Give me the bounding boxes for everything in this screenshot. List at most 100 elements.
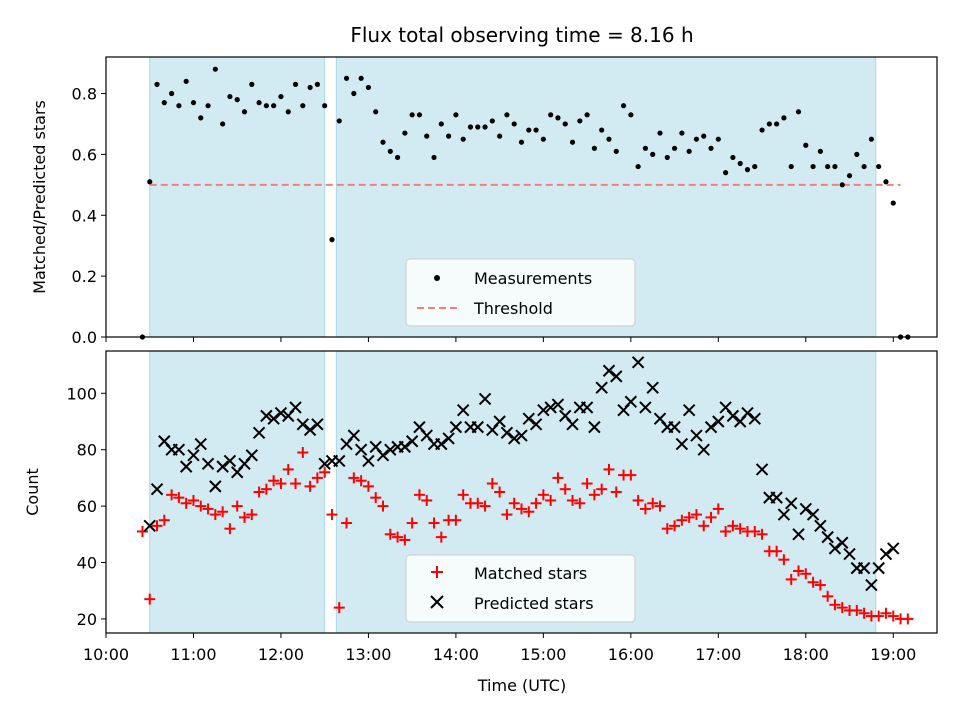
measurement-point [241, 109, 248, 115]
measurement-point [373, 109, 379, 115]
matched-star-point [421, 494, 433, 506]
matched-star-point [239, 511, 250, 523]
predicted-star-point [843, 547, 856, 561]
measurement-point [861, 163, 867, 170]
predicted-star-point [697, 443, 710, 456]
measurement-point [446, 133, 452, 139]
measurement-point [868, 136, 874, 142]
measurement-point [263, 103, 269, 109]
predicted-star-point [384, 443, 397, 456]
measurement-point [394, 154, 401, 161]
predicted-star-point [806, 508, 820, 521]
matched-star-point [399, 534, 411, 546]
matched-star-point [647, 497, 659, 509]
predicted-star-point [311, 418, 324, 431]
predicted-star-point [544, 401, 557, 414]
top-y-ticks: 0.0 0.2 0.4 0.6 0.8 [72, 85, 106, 347]
measurement-point [817, 148, 823, 154]
matched-star-point [187, 494, 199, 506]
matched-star-point [370, 492, 382, 504]
measurement-point [737, 160, 743, 167]
predicted-star-point [398, 440, 412, 454]
predicted-star-point [748, 412, 761, 425]
predicted-star-point [529, 418, 543, 431]
predicted-star-point [741, 406, 754, 420]
matched-star-point [851, 604, 863, 616]
predicted-star-point [223, 454, 237, 468]
matched-star-point [574, 497, 586, 509]
measurement-point [234, 97, 240, 103]
predicted-star-point [172, 443, 186, 456]
matched-star-point [793, 565, 804, 577]
predicted-star-point [646, 381, 659, 394]
matched-star-point [712, 503, 724, 515]
bottom-x-tick-label: 11:00 [170, 645, 216, 664]
predicted-star-point [682, 404, 696, 417]
matched-stars-points [136, 447, 914, 625]
matched-star-point [654, 500, 666, 512]
predicted-star-point [675, 437, 689, 451]
matched-star-point [472, 497, 484, 509]
matched-star-point [333, 602, 345, 614]
predicted-star-point [821, 530, 834, 544]
predicted-star-point [566, 418, 579, 431]
matched-star-point [523, 506, 535, 518]
matched-star-point [858, 607, 870, 619]
measurement-point [453, 112, 459, 118]
measurement-point [409, 112, 415, 118]
measurement-point [365, 84, 372, 91]
matched-star-point [508, 497, 520, 509]
predicted-star-point [631, 356, 645, 369]
predicted-star-point [799, 502, 812, 516]
measurement-point [832, 163, 838, 170]
shaded-span-0 [149, 350, 326, 634]
matched-star-point [304, 480, 316, 492]
measurement-point [227, 93, 233, 100]
predicted-star-point [887, 542, 900, 555]
measurement-point [343, 75, 350, 81]
measurement-point [744, 167, 751, 173]
measurement-point [540, 136, 546, 142]
measurement-point [511, 121, 517, 127]
bottom-x-tick-label: 12:00 [258, 645, 304, 664]
measurement-point [212, 66, 218, 72]
measurement-point [548, 112, 554, 118]
measurement-point [169, 90, 175, 97]
measurement-point [205, 103, 211, 109]
matched-star-point [435, 531, 447, 543]
predicted-star-point [690, 429, 703, 442]
measurement-point [730, 154, 736, 161]
matched-star-point [661, 523, 673, 535]
predicted-star-point [354, 443, 368, 456]
measurement-point [825, 163, 831, 170]
measurement-point [314, 81, 320, 87]
matched-star-point [260, 483, 272, 495]
predicted-star-point [478, 392, 492, 406]
measurement-point [569, 139, 576, 145]
bottom-legend: Matched stars Predicted stars [405, 554, 636, 623]
measurement-point [190, 100, 197, 106]
matched-star-point [384, 528, 396, 540]
measurement-point [161, 100, 167, 106]
predicted-star-point [201, 457, 215, 471]
predicted-star-point [303, 423, 317, 437]
matched-star-point [756, 528, 768, 540]
measurement-point [278, 93, 284, 100]
matched-star-point [603, 463, 615, 475]
matched-star-point [494, 486, 506, 498]
predicted-star-point [216, 460, 229, 473]
matched-star-point [224, 523, 236, 535]
matched-star-point [887, 610, 899, 622]
top-legend: Measurements Threshold [405, 258, 636, 327]
bottom-y-tick-label: 60 [77, 497, 97, 516]
measurement-point [606, 136, 612, 142]
measurement-point [774, 121, 780, 127]
matched-star-point [639, 503, 651, 515]
predicted-star-point [537, 404, 550, 417]
matched-star-point [552, 472, 564, 484]
matched-star-point [785, 573, 797, 585]
measurement-point [460, 136, 466, 142]
matched-star-point [290, 478, 302, 490]
measurement-point [788, 163, 794, 170]
